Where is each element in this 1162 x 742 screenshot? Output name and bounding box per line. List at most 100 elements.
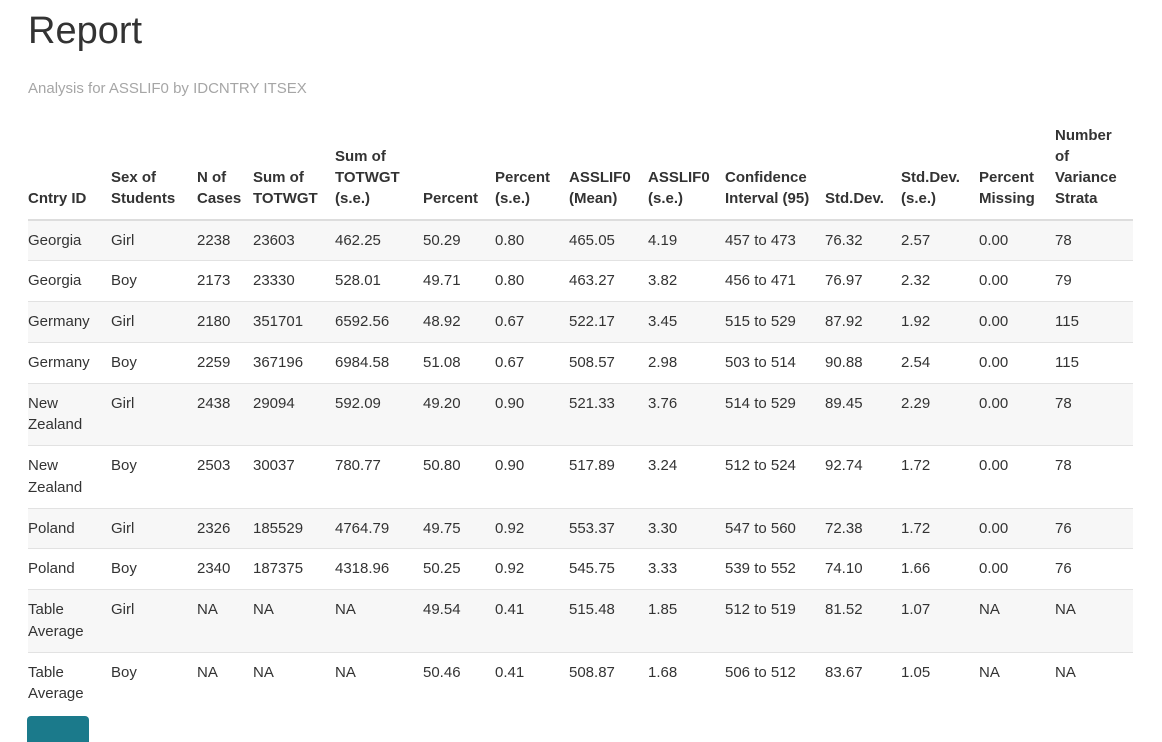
table-cell: NA: [335, 589, 423, 653]
table-cell: 92.74: [825, 445, 901, 509]
table-cell: NA: [1055, 589, 1133, 653]
table-row: Germany Boy 2259 367196 6984.58 51.08 0.67 508.…: [28, 341, 1133, 384]
table-cell: 0.00: [979, 445, 1055, 509]
table-cell: 115: [1055, 301, 1133, 343]
table-cell: 187375: [253, 548, 335, 590]
table-cell: Girl: [111, 231, 135, 249]
table-row: Georgia Girl 2238 23603 462.25 50.29 0.80 465.0…: [28, 219, 1133, 261]
table-cell: 2503: [197, 445, 253, 509]
table-cell: 0.67: [495, 341, 569, 384]
table-cell: 0.92: [495, 507, 569, 549]
table-cell: 2340: [197, 548, 253, 590]
column-header-n-of-cases: N of Cases: [197, 116, 253, 221]
table-row: Poland Boy 2340 187375 4318.96 50.25 0.92 545.7…: [28, 548, 1133, 590]
table-cell: 76.97: [825, 260, 901, 302]
table-cell: 76: [1055, 507, 1133, 549]
table-cell: Germany: [28, 301, 111, 343]
table-cell: Girl: [111, 507, 197, 549]
table-cell: 2259: [197, 341, 253, 384]
report-table: Cntry ID Sex of Students N of Cases Sum of …: [28, 116, 1133, 715]
table-cell: 83.67: [825, 651, 901, 715]
table-cell: 2173: [197, 260, 253, 302]
table-cell: 23603: [253, 231, 295, 249]
table-cell: 2.57: [901, 231, 931, 249]
table-row: Germany Girl 2180 351701 6592.56 48.92 0.67 522…: [28, 301, 1133, 343]
header-row: Cntry ID Sex of Students N of Cases Sum of …: [28, 116, 1133, 221]
table-cell: 2.54: [901, 341, 979, 384]
table-cell: NA: [335, 651, 423, 715]
table-cell: 49.71: [423, 260, 495, 302]
report-table-head: Cntry ID Sex of Students N of Cases Sum of …: [28, 116, 1133, 221]
table-cell: 1.92: [901, 301, 979, 343]
report-page: Report Analysis for ASSLIF0 by IDCNTRY I…: [28, 10, 1133, 715]
table-cell: 2238: [197, 231, 231, 249]
table-cell: 3.24: [648, 445, 725, 509]
table-cell: 539 to 552: [725, 548, 825, 590]
table-cell: 2438: [197, 382, 253, 446]
table-cell: 76: [1055, 548, 1133, 590]
table-cell: NA: [253, 651, 335, 715]
table-cell: 522.17: [569, 301, 648, 343]
table-cell: 528.01: [335, 260, 423, 302]
table-cell: 0.90: [495, 382, 569, 446]
table-cell: 1.05: [901, 651, 979, 715]
table-cell: 0.00: [979, 231, 1009, 249]
table-cell: 4.19: [648, 231, 678, 249]
table-cell: 49.75: [423, 507, 495, 549]
table-cell: 0.80: [495, 231, 525, 249]
table-cell: 0.00: [979, 260, 1055, 302]
column-header-cntry-id: Cntry ID: [28, 116, 111, 221]
column-header-sex-of-students: Sex of Students: [111, 116, 197, 221]
table-cell: 115: [1055, 341, 1133, 384]
table-cell: 547 to 560: [725, 507, 825, 549]
table-cell: Georgia: [28, 260, 111, 302]
table-cell: NA: [253, 589, 335, 653]
table-cell: 50.46: [423, 651, 495, 715]
table-cell: 351701: [253, 301, 335, 343]
table-cell: NA: [1055, 651, 1133, 715]
table-cell: 1.07: [901, 589, 979, 653]
report-table-body: Georgia Girl 2238 23603 462.25 50.29 0.80 465.0…: [28, 219, 1133, 715]
table-cell: Germany: [28, 341, 111, 384]
table-cell: 4764.79: [335, 507, 423, 549]
table-cell: 3.45: [648, 301, 725, 343]
column-header-percent: Percent: [423, 116, 495, 221]
table-cell: 780.77: [335, 445, 423, 509]
table-cell: 51.08: [423, 341, 495, 384]
table-cell: New Zealand: [28, 445, 111, 509]
table-cell: 3.82: [648, 260, 725, 302]
table-row: New Zealand Boy 2503 30037 780.77 50.80 0.90 51…: [28, 445, 1133, 509]
partial-teal-button[interactable]: [27, 716, 89, 742]
table-cell: 30037: [253, 445, 335, 509]
table-cell: Georgia: [28, 231, 82, 249]
table-cell: 508.87: [569, 651, 648, 715]
table-cell: 3.33: [648, 548, 725, 590]
table-cell: 1.68: [648, 651, 725, 715]
table-cell: Boy: [111, 260, 197, 302]
table-cell: 78: [1055, 231, 1072, 249]
table-cell: 515 to 529: [725, 301, 825, 343]
table-cell: 2.29: [901, 382, 979, 446]
table-cell: 0.67: [495, 301, 569, 343]
table-cell: 87.92: [825, 301, 901, 343]
column-header-sum-of-totwgt: Sum of TOTWGT: [253, 116, 335, 221]
table-cell: 456 to 471: [725, 260, 825, 302]
table-cell: 1.72: [901, 445, 979, 509]
table-cell: 514 to 529: [725, 382, 825, 446]
table-cell: 0.80: [495, 260, 569, 302]
table-cell: 463.27: [569, 260, 648, 302]
table-cell: 462.25: [335, 231, 381, 249]
table-cell: 2.98: [648, 341, 725, 384]
report-subtitle: Analysis for ASSLIF0 by IDCNTRY ITSEX: [28, 79, 307, 97]
table-cell: Girl: [111, 589, 197, 653]
table-cell: 23330: [253, 260, 335, 302]
table-cell: 1.72: [901, 507, 979, 549]
column-header-number-of-variance-strata: Number of Variance Strata: [1055, 116, 1133, 221]
table-cell: 49.20: [423, 382, 495, 446]
table-cell: 457 to 473: [725, 231, 796, 249]
table-row: Georgia Boy 2173 23330 528.01 49.71 0.80 463.27…: [28, 260, 1133, 302]
table-cell: New Zealand: [28, 382, 111, 446]
table-cell: 515.48: [569, 589, 648, 653]
table-cell: 0.00: [979, 301, 1055, 343]
table-cell: 6592.56: [335, 301, 423, 343]
